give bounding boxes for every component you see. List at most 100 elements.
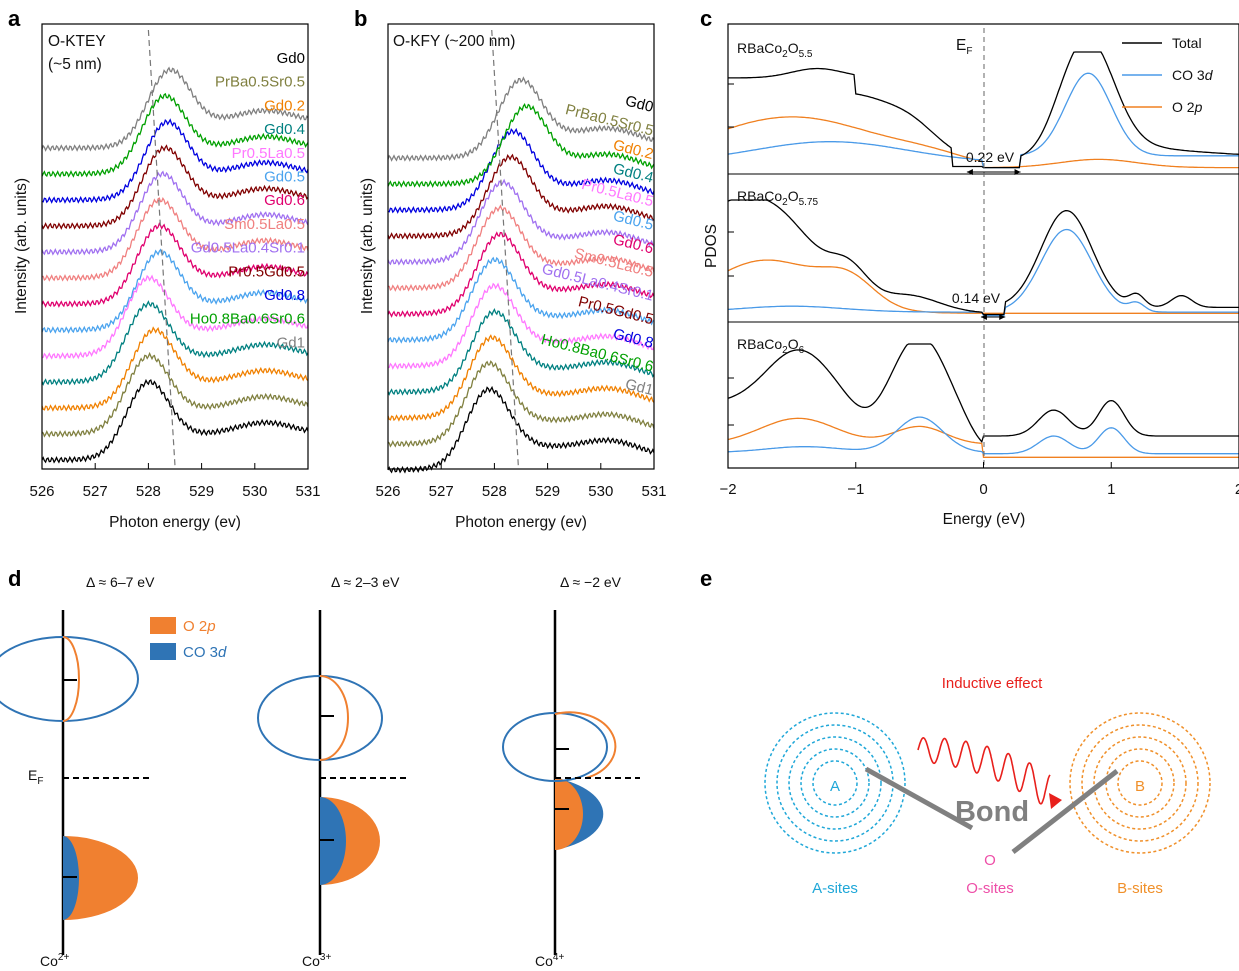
x-tick-label: 0 xyxy=(979,481,987,498)
legend-text-o2p: O 2p xyxy=(1172,99,1203,115)
series-label-Gd0.8: Gd0.8 xyxy=(264,287,305,304)
x-tick-label: −2 xyxy=(719,481,736,498)
spectrum-line-Gd0 xyxy=(387,385,655,474)
x-tick-label: −1 xyxy=(847,481,864,498)
gap-arrow-2 xyxy=(980,314,1006,320)
x-tick-label: 2 xyxy=(1235,481,1239,498)
spectrum-line-Gd0.5 xyxy=(387,256,655,344)
panel-d-diagram: Δ ≈ 6–7 eV Co2+ Δ ≈ 2–3 eV Co3+ Δ xyxy=(0,574,640,969)
site-b-ring xyxy=(1105,748,1175,818)
spectrum-line-PrBa0.5Sr0.5 xyxy=(41,351,309,438)
x-tick-label-528: 528 xyxy=(136,483,161,500)
series-label-Sm0.5La0.5: Sm0.5La0.5 xyxy=(224,216,305,233)
gap-label-1: 0.22 eV xyxy=(966,149,1015,165)
delta-label-co3: Δ ≈ 2–3 eV xyxy=(331,574,400,590)
spectrum-line-Gd0.8 xyxy=(387,127,655,214)
ion-label-co3: Co3+ xyxy=(302,952,331,969)
series-label-Gd1: Gd1 xyxy=(277,334,305,351)
subpanel-title-1: RBaCo2O5.5 xyxy=(737,40,813,60)
panel-b-curves xyxy=(387,29,655,474)
panel-a-x-ticks: 526 527 528 529 530 531 xyxy=(29,463,321,500)
band-column-co4: Δ ≈ −2 eV Co4+ xyxy=(502,574,640,969)
legend-label-co3d: CO 3d xyxy=(183,644,227,661)
pdos-tot-sub2 xyxy=(727,199,1239,316)
spectrum-line-Gd0.2 xyxy=(387,334,655,422)
subpanel-title-2: RBaCo2O5.75 xyxy=(737,188,818,208)
inductive-arrowhead xyxy=(1049,793,1062,809)
site-a-label: A xyxy=(830,778,840,795)
bond-line-a xyxy=(864,766,974,831)
spectrum-line-Gd0.5La0.4Sr0.1 xyxy=(41,170,309,256)
ion-label-co2: Co2+ xyxy=(40,952,69,969)
band-column-co2: Δ ≈ 6–7 eV Co2+ xyxy=(0,574,155,969)
bond-label: Bond xyxy=(955,796,1029,828)
inductive-effect-label: Inductive effect xyxy=(942,675,1043,692)
x-tick-label-530: 530 xyxy=(588,483,613,500)
gap-arrow-1 xyxy=(966,169,1021,175)
site-b-ring xyxy=(1081,724,1199,842)
legend-label-o2p: O 2p xyxy=(183,618,216,635)
panel-a-annotation-line2: (~5 nm) xyxy=(48,56,102,73)
series-label-Gd0.4: Gd0.4 xyxy=(264,121,305,138)
spectrum-line-Pr0.5La0.5 xyxy=(387,282,655,370)
panel-c-curves xyxy=(727,51,1239,458)
gap-label-2: 0.14 eV xyxy=(952,290,1001,306)
site-b-ring xyxy=(1117,760,1163,806)
site-b-ring xyxy=(1069,712,1211,854)
series-label-Pr0.5La0.5: Pr0.5La0.5 xyxy=(232,145,305,162)
delta-label-co2: Δ ≈ 6–7 eV xyxy=(86,574,155,590)
panel-a-chart: Gd0 PrBa0.5Sr0.5 Gd0.2 Gd0.4 Pr0.5La0.5 Gd0.5… xyxy=(13,23,321,531)
o2p-empty-band-co2 xyxy=(62,636,80,722)
spectrum-line-Gd0.6 xyxy=(41,222,309,308)
inductive-wave xyxy=(917,736,1051,805)
site-b-ring xyxy=(1093,736,1187,830)
panel-b-chart: Gd0PrBa0.5Sr0.5Gd0.2Gd0.4Pr0.5La0.5Gd0.5… xyxy=(359,23,667,531)
series-label-Gd1: Gd1 xyxy=(624,376,656,399)
gap-arrow-head-right xyxy=(1014,169,1021,175)
band-column-co3: Δ ≈ 2–3 eV Co3+ xyxy=(257,574,408,969)
spectrum-line-Ho0.8Ba0.6Sr0.6 xyxy=(387,102,655,188)
spectrum-line-Gd0.4 xyxy=(387,307,655,396)
series-label-Gd0.6: Gd0.6 xyxy=(611,231,655,257)
x-tick-label: 1 xyxy=(1107,481,1115,498)
spectrum-line-Sm0.5La0.5 xyxy=(388,204,655,292)
peak-guide-line xyxy=(147,29,176,467)
series-label-Gd0.5: Gd0.5 xyxy=(264,169,305,186)
o2p-empty-band-co4 xyxy=(554,711,617,779)
x-tick-label-527: 527 xyxy=(83,483,108,500)
x-tick-label-529: 529 xyxy=(189,483,214,500)
panel-b-annotation: O-KFY (~200 nm) xyxy=(393,33,515,50)
pdos-co-sub2 xyxy=(727,228,1239,317)
legend-text-co3d: CO 3d xyxy=(1172,67,1214,83)
fermi-label: EF xyxy=(956,37,972,57)
x-tick-label-528: 528 xyxy=(482,483,507,500)
panel-b-x-label: Photon energy (ev) xyxy=(455,514,587,531)
series-label-Gd0: Gd0 xyxy=(277,50,305,67)
panel-b-frame xyxy=(387,23,655,470)
panel-c-y-ticks xyxy=(728,83,734,426)
legend-swatch-o2p xyxy=(150,617,176,634)
panel-label-a: a xyxy=(8,6,21,31)
panel-b-y-label: Intensity (arb. units) xyxy=(359,178,376,314)
series-label-Gd0.2: Gd0.2 xyxy=(264,97,305,114)
o2p-band-co2 xyxy=(63,836,138,920)
panel-c-y-label: PDOS xyxy=(703,224,720,268)
panel-e-diagram: Bond Inductive effect A B O A-sites O-si… xyxy=(764,675,1211,897)
panel-label-b: b xyxy=(354,6,367,31)
bond-line-b xyxy=(1011,769,1119,854)
panel-label-c: c xyxy=(700,6,712,31)
pdos-o-sub3 xyxy=(727,417,1239,458)
gap-arrow-head-left xyxy=(966,169,973,175)
spectrum-line-Gd0.6 xyxy=(387,231,655,318)
spectrum-line-Gd0.5 xyxy=(41,248,309,334)
delta-label-co4: Δ ≈ −2 eV xyxy=(560,574,622,590)
panel-label-d: d xyxy=(8,566,21,591)
x-tick-label-526: 526 xyxy=(29,483,54,500)
site-a-ring xyxy=(800,748,870,818)
spectrum-line-Pr0.5Gd0.5 xyxy=(387,153,655,240)
spectrum-line-Pr0.5La0.5 xyxy=(41,274,309,360)
spectrum-line-Gd0.5La0.4Sr0.1 xyxy=(387,178,655,266)
spectrum-line-Ho0.8Ba0.6Sr0.6 xyxy=(41,92,309,178)
gap-arrow-head-right xyxy=(999,314,1006,320)
panel-label-e: e xyxy=(700,566,712,591)
